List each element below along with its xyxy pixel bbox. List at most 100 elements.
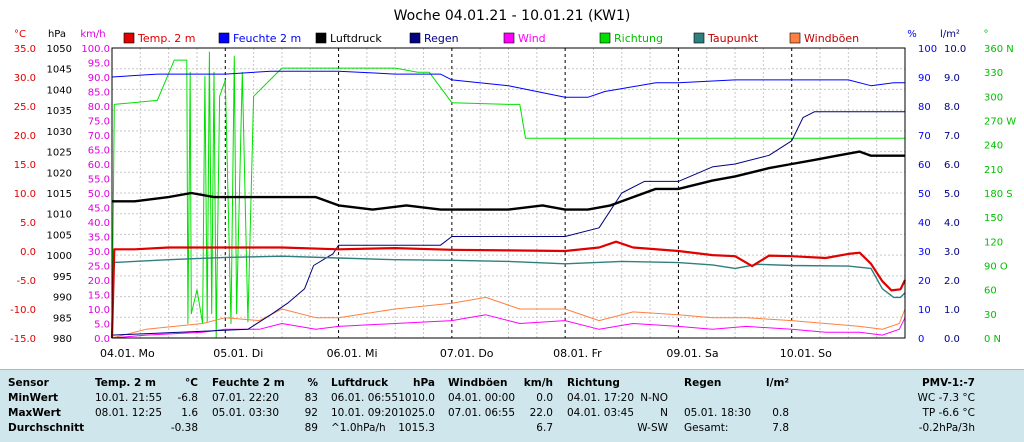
legend-label: Taupunkt bbox=[707, 32, 759, 45]
stats-header-richtung: Richtung bbox=[567, 377, 620, 389]
pct-tick: 70 bbox=[918, 131, 931, 142]
dir-tick: 0 N bbox=[984, 334, 1001, 345]
stats-cell: 05.01. 18:30 bbox=[684, 407, 751, 419]
kmh-tick: 55.0 bbox=[88, 175, 110, 186]
legend-swatch bbox=[123, 32, 135, 44]
stats-header-temp-unit: °C bbox=[185, 377, 198, 389]
kmh-tick: 75.0 bbox=[88, 117, 110, 128]
stats-cell: -0.38 bbox=[170, 422, 198, 434]
stats-cell: ^1.0hPa/h bbox=[331, 422, 386, 434]
legend: Temp. 2 m Feuchte 2 m Luftdruck Regen Wind Ri… bbox=[123, 32, 859, 45]
kmh-tick: 30.0 bbox=[88, 247, 110, 258]
hpa-tick: 1035 bbox=[47, 106, 72, 117]
dir-tick: 30 bbox=[984, 310, 997, 321]
stats-cell: 89 bbox=[304, 422, 318, 434]
dir-tick: 210 bbox=[984, 165, 1003, 176]
kmh-tick: 5.0 bbox=[94, 320, 110, 331]
stats-cell: WC -7.3 °C bbox=[917, 392, 975, 404]
kmh-tick: 70.0 bbox=[88, 131, 110, 142]
stats-header-boeen-unit: km/h bbox=[523, 377, 553, 389]
rain-tick: 1.0 bbox=[944, 305, 960, 316]
dir-tick: 180 S bbox=[984, 189, 1013, 200]
stats-header-druck: Luftdruck bbox=[331, 377, 389, 389]
dir-tick: 360 N bbox=[984, 44, 1014, 55]
temp-tick: -5.0 bbox=[16, 276, 36, 287]
stats-cell: 1.6 bbox=[181, 407, 198, 419]
series bbox=[110, 51, 906, 339]
rain-tick: 9.0 bbox=[944, 73, 960, 84]
stats-header-regen-unit: l/m² bbox=[766, 377, 789, 389]
hpa-tick: 1015 bbox=[47, 189, 72, 200]
stats-header-boeen: Windböen bbox=[448, 377, 508, 389]
hpa-tick: 980 bbox=[53, 334, 72, 345]
hpa-tick: 995 bbox=[53, 272, 72, 283]
temp-tick: 35.0 bbox=[14, 44, 36, 55]
stats-cell: TP -6.6 °C bbox=[922, 407, 976, 419]
legend-label: Luftdruck bbox=[330, 32, 382, 45]
stats-cell: 7.8 bbox=[772, 422, 789, 434]
stats-cell: 0.8 bbox=[772, 407, 789, 419]
stats-cell: 6.7 bbox=[536, 422, 553, 434]
hpa-tick: 1045 bbox=[47, 65, 72, 76]
hpa-tick: 985 bbox=[53, 313, 72, 324]
stats-cell: 05.01. 03:30 bbox=[212, 407, 279, 419]
x-tick-label: 05.01. Di bbox=[213, 347, 263, 360]
series-line-feuchte-2-m bbox=[111, 70, 905, 98]
legend-swatch bbox=[789, 32, 801, 44]
stats-cell: 06.01. 06:55 bbox=[331, 392, 398, 404]
legend-label: Wind bbox=[518, 32, 546, 45]
dir-tick: 120 bbox=[984, 237, 1003, 248]
pct-axis-unit: % bbox=[907, 29, 917, 40]
stats-cell: 07.01. 22:20 bbox=[212, 392, 279, 404]
hpa-tick: 990 bbox=[53, 293, 72, 304]
series-line-windb-en bbox=[111, 296, 906, 339]
temp-tick: 15.0 bbox=[14, 160, 36, 171]
x-tick-label: 09.01. Sa bbox=[666, 347, 718, 360]
kmh-tick: 80.0 bbox=[88, 102, 110, 113]
stats-cell: 1015.3 bbox=[398, 422, 435, 434]
rain-tick: 3.0 bbox=[944, 247, 960, 258]
hpa-tick: 1040 bbox=[47, 85, 72, 96]
dir-tick: 150 bbox=[984, 213, 1003, 224]
stats-cell: 83 bbox=[304, 392, 318, 404]
temp-tick: -10.0 bbox=[10, 305, 36, 316]
stats-header-feuchte: Feuchte 2 m bbox=[212, 377, 285, 389]
dir-tick: 270 W bbox=[984, 117, 1016, 128]
kmh-tick: 35.0 bbox=[88, 233, 110, 244]
x-tick-label: 08.01. Fr bbox=[553, 347, 602, 360]
x-tick-label: 07.01. Do bbox=[440, 347, 494, 360]
stats-cell: -0.2hPa/3h bbox=[918, 422, 975, 434]
rain-axis-unit: l/m² bbox=[940, 29, 960, 40]
kmh-tick: 20.0 bbox=[88, 276, 110, 287]
hpa-tick: 1000 bbox=[47, 251, 72, 262]
legend-label: Richtung bbox=[614, 32, 663, 45]
stats-cell: N-NO bbox=[640, 392, 668, 404]
dir-tick: 330 bbox=[984, 68, 1003, 79]
temp-axis-unit: °C bbox=[14, 29, 26, 40]
series-line-temp-2-m bbox=[110, 240, 906, 339]
rain-tick: 6.0 bbox=[944, 160, 960, 171]
kmh-tick: 15.0 bbox=[88, 291, 110, 302]
stats-cell: 0.0 bbox=[536, 392, 553, 404]
stats-panel: Sensor Temp. 2 m °C Feuchte 2 m % Luftdr… bbox=[0, 369, 1024, 442]
x-tick-label: 10.01. So bbox=[780, 347, 832, 360]
temp-tick: 30.0 bbox=[14, 73, 36, 84]
stats-header-feuchte-unit: % bbox=[307, 377, 318, 389]
stats-cell: Gesamt: bbox=[684, 422, 729, 434]
stats-cell: 04.01. 03:45 bbox=[567, 407, 634, 419]
stats-header-regen: Regen bbox=[684, 377, 722, 389]
pct-tick: 20 bbox=[918, 276, 931, 287]
kmh-tick: 40.0 bbox=[88, 218, 110, 229]
hpa-tick: 1020 bbox=[47, 168, 72, 179]
pct-tick: 30 bbox=[918, 247, 931, 258]
kmh-tick: 85.0 bbox=[88, 88, 110, 99]
legend-label: Regen bbox=[424, 32, 459, 45]
series-line-wind bbox=[111, 314, 906, 339]
stats-cell: 10.01. 21:55 bbox=[95, 392, 162, 404]
dir-tick: 90 O bbox=[984, 262, 1008, 273]
stats-row-label: Durchschnitt bbox=[8, 422, 85, 434]
chart-title: Woche 04.01.21 - 10.01.21 (KW1) bbox=[394, 8, 631, 24]
dir-tick: 300 bbox=[984, 92, 1003, 103]
x-tick-label: 06.01. Mi bbox=[327, 347, 378, 360]
legend-label: Windböen bbox=[804, 32, 859, 45]
